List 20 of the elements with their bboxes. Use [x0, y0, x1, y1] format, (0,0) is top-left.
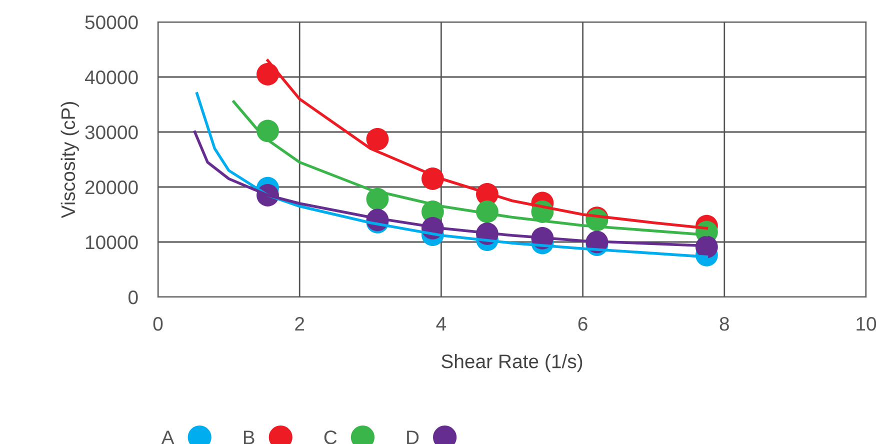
y-tick-label: 40000: [84, 70, 138, 84]
y-tick-label: 0: [128, 290, 138, 304]
x-tick-label: 4: [436, 317, 446, 331]
legend-label: D: [407, 430, 419, 444]
legend-label: B: [244, 430, 254, 444]
y-tick-label: 30000: [85, 125, 138, 140]
point: [366, 128, 389, 150]
x-tick-label: 2: [295, 316, 304, 331]
x-axis-title: Shear Rate (1/s): [442, 354, 582, 372]
legend-label: C: [324, 430, 337, 444]
x-tick-label: 10: [856, 316, 876, 331]
y-tick-label: 10000: [86, 235, 138, 250]
point: [256, 63, 279, 86]
y-axis-title: Viscosity (cP): [60, 102, 79, 218]
x-tick-label: 0: [153, 316, 163, 331]
y-tick-label: 50000: [85, 15, 138, 30]
x-tick-label: 6: [578, 316, 588, 331]
y-tick-label: 20000: [85, 180, 138, 194]
legend-label: A: [161, 430, 174, 444]
x-tick-label: 8: [720, 316, 729, 331]
